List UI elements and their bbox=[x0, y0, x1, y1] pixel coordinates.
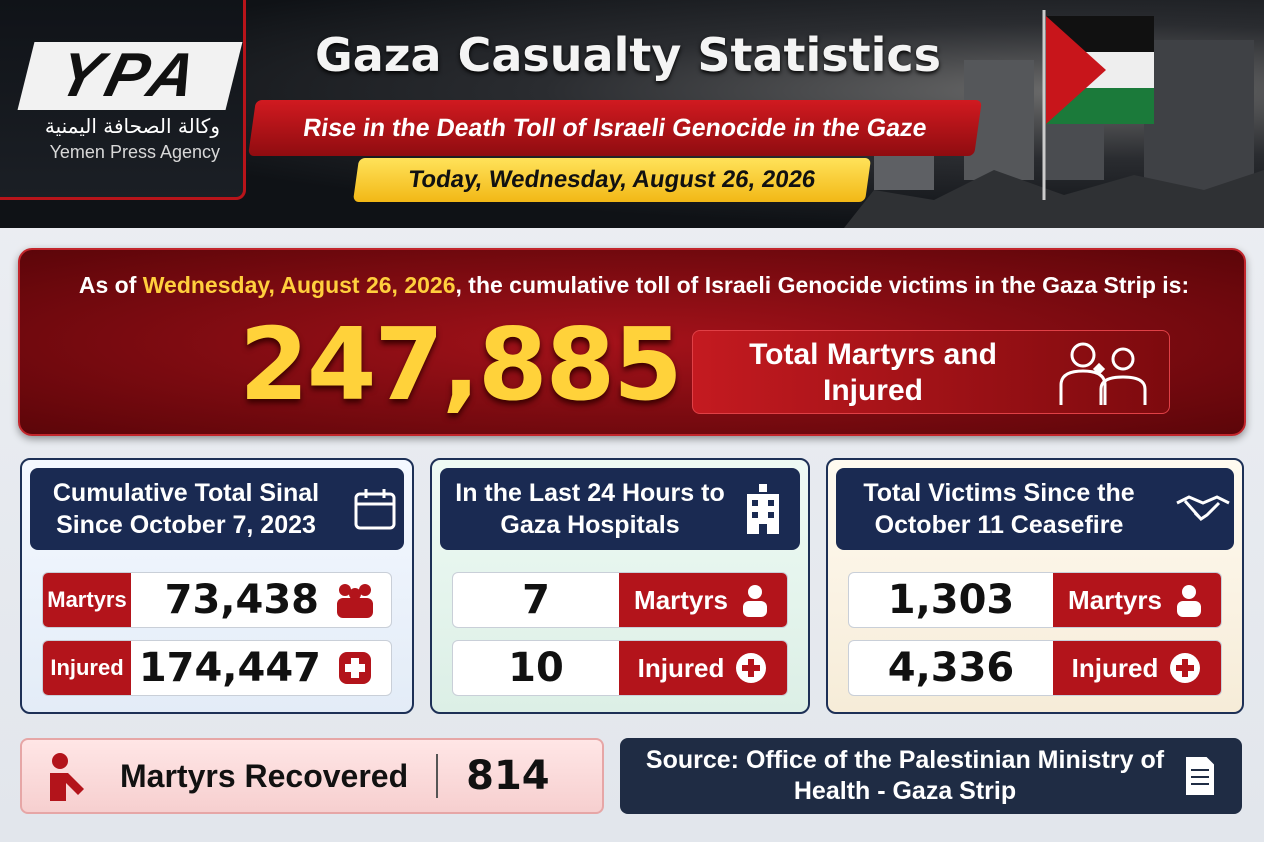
stat-row: Injured 174,447 bbox=[42, 640, 392, 696]
panel-title: Cumulative Total Sinal Since October 7, … bbox=[52, 479, 320, 539]
logo: YPA وكالة الصحافة اليمنية Yemen Press Ag… bbox=[0, 0, 246, 200]
calendar-icon bbox=[354, 489, 396, 530]
stat-row: 10 Injured bbox=[452, 640, 788, 696]
header: YPA وكالة الصحافة اليمنية Yemen Press Ag… bbox=[0, 0, 1264, 228]
stat-value: 7 bbox=[522, 577, 550, 623]
intro-date: Wednesday, August 26, 2026 bbox=[142, 272, 456, 298]
source-box: Source: Office of the Palestinian Minist… bbox=[620, 738, 1242, 814]
stat-label: Injured bbox=[43, 641, 131, 695]
logo-mark: YPA bbox=[17, 41, 243, 110]
recovered-box: Martyrs Recovered 814 bbox=[20, 738, 604, 814]
stat-label-text: Martyrs bbox=[1068, 584, 1162, 615]
medical-icon bbox=[1170, 653, 1201, 683]
stat-row: 1,303 Martyrs bbox=[848, 572, 1222, 628]
date: Today, Wednesday, August 26, 2026 bbox=[352, 158, 872, 202]
stat-label: Martyrs bbox=[43, 573, 131, 627]
logo-name: Yemen Press Agency bbox=[49, 142, 220, 162]
person-icon bbox=[1176, 585, 1201, 617]
panel-header: Total Victims Since the October 11 Cease… bbox=[836, 468, 1234, 550]
stat-value: 4,336 bbox=[887, 645, 1015, 691]
intro-text: , the cumulative toll of Israeli Genocid… bbox=[455, 272, 1190, 298]
panel-header: Cumulative Total Sinal Since October 7, … bbox=[30, 468, 404, 550]
panel: In the Last 24 Hours to Gaza Hospitals 7… bbox=[430, 458, 810, 714]
medical-icon bbox=[736, 653, 767, 683]
hospital-icon bbox=[747, 484, 779, 534]
stat-value: 73,438 bbox=[164, 577, 319, 623]
logo-arabic: وكالة الصحافة اليمنية bbox=[44, 114, 220, 138]
panel-title: Total Victims Since the October 11 Cease… bbox=[863, 479, 1135, 539]
total-label: Total Martyrs and Injured bbox=[749, 338, 997, 407]
panel: Total Victims Since the October 11 Cease… bbox=[826, 458, 1244, 714]
source: Source: Office of the Palestinian Minist… bbox=[645, 746, 1165, 805]
stat-value: 174,447 bbox=[138, 645, 321, 691]
total-value: 247,885 bbox=[239, 306, 682, 423]
stat-label-text: Injured bbox=[637, 652, 725, 683]
stat-value: 1,303 bbox=[887, 577, 1015, 623]
stat-value: 10 bbox=[508, 645, 564, 691]
intro-text: As of bbox=[78, 272, 143, 298]
stat-label: Martyrs bbox=[1053, 573, 1221, 627]
person-icon bbox=[742, 585, 767, 617]
intro: As of Wednesday, August 26, 2026, the cu… bbox=[20, 272, 1248, 299]
people-icon bbox=[1059, 342, 1147, 405]
medical-icon bbox=[339, 652, 371, 684]
panel: Cumulative Total Sinal Since October 7, … bbox=[20, 458, 414, 714]
panel-header: In the Last 24 Hours to Gaza Hospitals bbox=[440, 468, 800, 550]
stat-label: Martyrs bbox=[619, 573, 787, 627]
title: Gaza Casualty Statistics bbox=[314, 28, 942, 82]
stat-label-text: Martyrs bbox=[634, 584, 728, 615]
recovery-icon bbox=[50, 753, 84, 801]
stat-row: 7 Martyrs bbox=[452, 572, 788, 628]
subtitle: Rise in the Death Toll of Israeli Genoci… bbox=[248, 100, 982, 156]
stat-row: 4,336 Injured bbox=[848, 640, 1222, 696]
total-label-box: Total Martyrs and Injured bbox=[692, 330, 1170, 414]
stat-label-text: Injured bbox=[1071, 652, 1159, 683]
stat-label: Injured bbox=[619, 641, 787, 695]
recovered-value: 814 bbox=[466, 753, 550, 799]
handshake-icon bbox=[1176, 495, 1230, 521]
stat-row: Martyrs 73,438 bbox=[42, 572, 392, 628]
total-box: As of Wednesday, August 26, 2026, the cu… bbox=[18, 248, 1246, 436]
document-icon bbox=[1184, 755, 1216, 797]
group-icon bbox=[337, 584, 373, 618]
recovered-label: Martyrs Recovered bbox=[120, 757, 409, 794]
separator bbox=[436, 754, 439, 798]
stat-label: Injured bbox=[1053, 641, 1221, 695]
panel-title: In the Last 24 Hours to Gaza Hospitals bbox=[455, 479, 725, 539]
